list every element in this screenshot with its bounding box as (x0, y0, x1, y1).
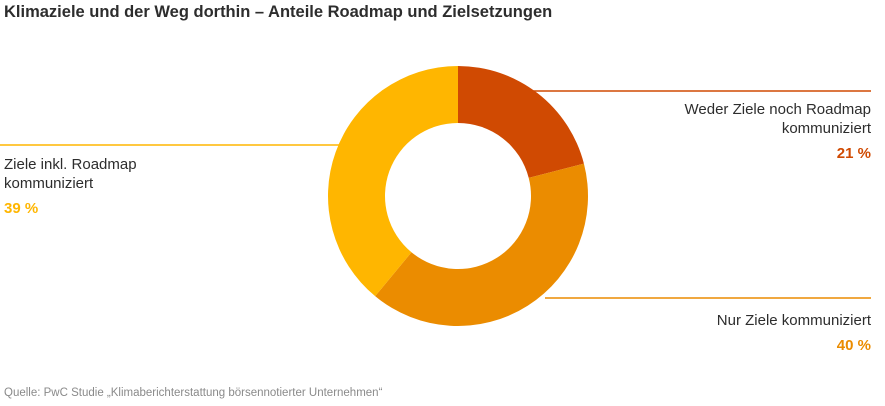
chart-title: Klimaziele und der Weg dorthin – Anteile… (4, 3, 553, 21)
pct-nur-ziele: 40 % (836, 337, 871, 354)
label-nur-ziele: Nur Ziele kommuniziert 40 % (717, 311, 871, 355)
label-nur-ziele-line1: Nur Ziele kommuniziert (716, 312, 871, 329)
donut-slices (328, 66, 588, 327)
pct-ziele-roadmap: 39 % (4, 200, 39, 217)
label-ziele-roadmap-line1: Ziele inkl. Roadmap (4, 156, 137, 173)
slice-nur-ziele (375, 163, 588, 327)
pct-weder-ziele: 21 % (836, 145, 871, 162)
label-weder-ziele-line1: Weder Ziele noch Roadmap (684, 101, 872, 118)
slice-weder-ziele (458, 66, 584, 178)
source-note: Quelle: PwC Studie „Klimaberichterstattu… (4, 387, 383, 399)
slice-ziele-roadmap (328, 66, 458, 297)
label-weder-ziele: Weder Ziele noch Roadmap kommuniziert 21… (685, 100, 872, 163)
label-ziele-roadmap: Ziele inkl. Roadmap kommuniziert 39 % (4, 155, 137, 218)
label-weder-ziele-line2: kommuniziert (781, 120, 871, 137)
label-ziele-roadmap-line2: kommuniziert (4, 175, 94, 192)
